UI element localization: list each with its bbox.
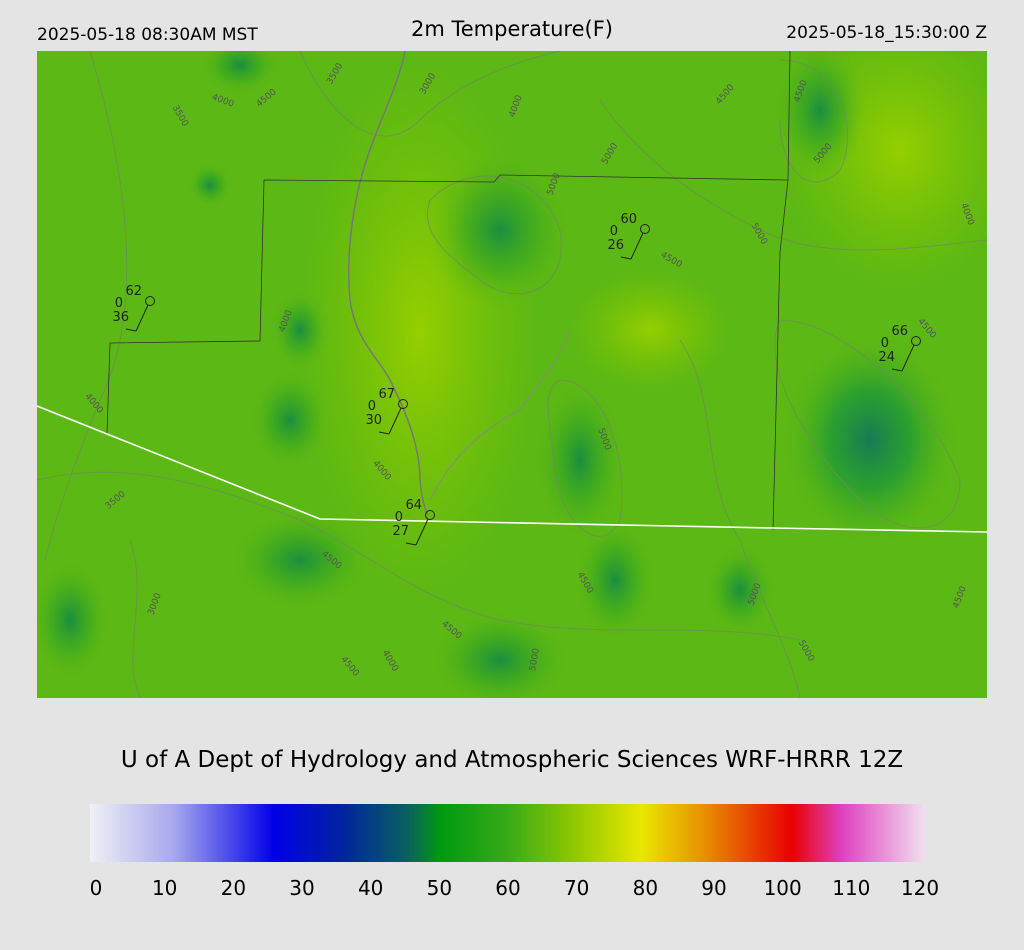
dewpoint: 36 [112,310,129,325]
wind-barb [135,304,149,332]
colorbar-tick: 120 [901,876,939,900]
wind-speed: 0 [115,296,123,311]
local-time: 2025-05-18 08:30AM MST [37,25,258,45]
colorbar-tick: 60 [495,876,520,900]
dewpoint: 26 [607,238,624,253]
station-marker [145,296,155,306]
wind-barb [415,518,429,546]
dewpoint: 27 [392,524,409,539]
colorbar-tick: 80 [633,876,658,900]
wind-speed: 0 [368,399,376,414]
colorbar-tick: 20 [221,876,246,900]
colorbar [90,804,925,862]
station-marker [640,224,650,234]
colorbar-tick: 100 [764,876,802,900]
contour-label: 5000 [528,647,542,672]
temperature: 66 [891,324,908,339]
credit: U of A Dept of Hydrology and Atmospheric… [121,747,903,773]
colorbar-tick: 40 [358,876,383,900]
dewpoint: 24 [878,350,895,365]
title: 2m Temperature(F) [411,17,613,41]
wind-barb-flag [378,431,390,435]
temperature: 62 [125,284,142,299]
colorbar-tick: 0 [90,876,103,900]
colorbar-tick: 30 [289,876,314,900]
station-marker [398,399,408,409]
utc-time: 2025-05-18_15:30:00 Z [786,23,987,43]
colorbar-tick: 90 [701,876,726,900]
wind-barb [388,407,402,435]
colorbar-tick: 110 [832,876,870,900]
wind-barb-flag [891,368,903,372]
colorbar-tick: 10 [152,876,177,900]
wind-barb-flag [620,256,632,260]
wind-speed: 0 [395,510,403,525]
wind-barb [630,232,644,260]
station-marker [425,510,435,520]
station-marker [911,336,921,346]
temperature: 67 [378,387,395,402]
colorbar-tick: 70 [564,876,589,900]
temperature: 60 [620,212,637,227]
dewpoint: 30 [365,413,382,428]
wind-barb-flag [405,542,417,546]
wind-speed: 0 [881,336,889,351]
temperature: 64 [405,498,422,513]
wind-barb [901,344,915,372]
wind-barb-flag [125,328,137,332]
colorbar-tick: 50 [427,876,452,900]
wind-speed: 0 [610,224,618,239]
